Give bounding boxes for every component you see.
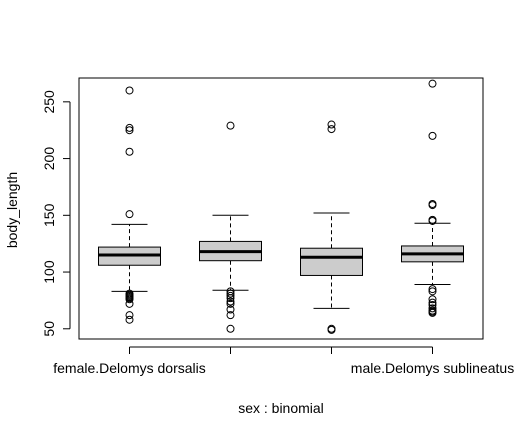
outlier-point (428, 216, 437, 225)
outlier-point (125, 86, 134, 95)
iqr-box (300, 247, 363, 276)
y-tick-label: 150 (41, 203, 57, 227)
boxplot-group (98, 86, 161, 324)
outlier-point (226, 289, 235, 298)
outlier-point (327, 125, 336, 134)
outlier-point (428, 201, 437, 210)
y-tick-label: 100 (41, 260, 57, 284)
outlier-point (428, 298, 437, 307)
outlier-point (125, 295, 134, 304)
y-tick-label: 200 (41, 147, 57, 171)
outlier-point (125, 299, 134, 308)
outlier-point (226, 299, 235, 308)
boxplot-group (401, 79, 464, 317)
outlier-point (226, 324, 235, 333)
outlier-point (428, 131, 437, 140)
outlier-point (125, 123, 134, 132)
y-tick-label: 50 (41, 321, 57, 337)
outlier-point (226, 297, 235, 306)
x-tick-label: male.Delomys sublineatus (351, 360, 514, 376)
outlier-point (125, 147, 134, 156)
boxplot-group (300, 120, 363, 334)
boxplot-group (199, 121, 262, 333)
outlier-point (428, 287, 437, 296)
outlier-point (125, 210, 134, 219)
x-axis-label: sex : binomial (238, 400, 324, 416)
y-tick-label: 250 (41, 90, 57, 114)
x-axis: female.Delomys dorsalis male.Delomys subl… (53, 346, 514, 376)
outlier-point (428, 79, 437, 88)
outlier-point (226, 294, 235, 303)
outlier-point (226, 121, 235, 130)
outlier-point (226, 305, 235, 314)
outlier-point (327, 120, 336, 129)
outlier-point (428, 304, 437, 313)
outlier-point (428, 308, 437, 317)
outlier-point (428, 295, 437, 304)
y-axis-label: body_length (4, 172, 20, 248)
outlier-point (125, 315, 134, 324)
outlier-point (125, 126, 134, 135)
plot-frame (78, 77, 484, 340)
boxes-layer (98, 79, 464, 334)
outlier-point (226, 291, 235, 300)
outlier-point (125, 311, 134, 320)
outlier-point (428, 285, 437, 294)
outlier-point (226, 311, 235, 320)
outlier-point (327, 325, 336, 334)
y-axis: 50 100 150 200 250 (41, 90, 71, 337)
x-tick-label: female.Delomys dorsalis (53, 360, 206, 376)
